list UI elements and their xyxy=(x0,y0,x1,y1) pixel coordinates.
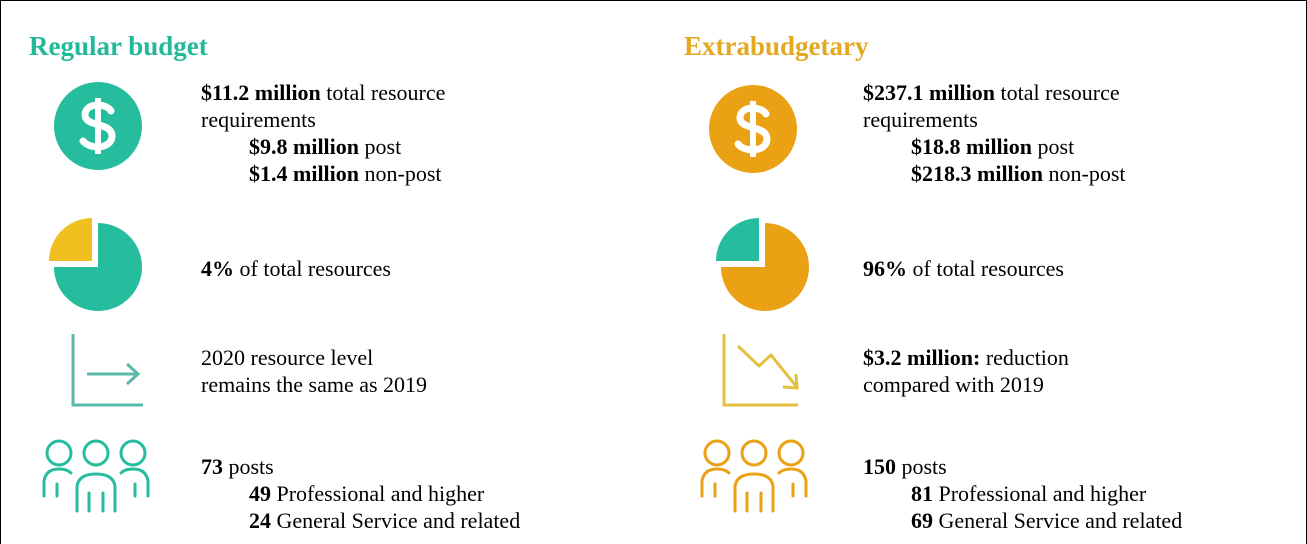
sub-line: $9.8 million post xyxy=(201,133,445,160)
sub-line: 24 General Service and related xyxy=(201,507,520,534)
line: 73 posts xyxy=(201,453,520,480)
sub-line: 49 Professional and higher xyxy=(201,480,520,507)
pie-icon xyxy=(716,218,809,311)
sub-line: $218.3 million non-post xyxy=(863,160,1126,187)
trend-icon xyxy=(722,334,799,407)
trend-icon xyxy=(71,334,143,407)
bold-text: $218.3 million xyxy=(911,161,1044,186)
sub-line: $1.4 million non-post xyxy=(201,160,445,187)
text: post xyxy=(364,134,402,159)
bold-text: 4% xyxy=(201,256,234,281)
bold-text: $9.8 million xyxy=(249,134,360,159)
bold-text: 24 xyxy=(249,508,271,533)
line: $11.2 million total resource xyxy=(201,79,445,106)
item: $11.2 million total resource requirements $… xyxy=(201,79,445,187)
text: General Service and related xyxy=(276,508,521,533)
line: remains the same as 2019 xyxy=(201,371,427,398)
dollar-icon xyxy=(709,85,797,173)
item: 150 posts 81 Professional and higher 69 Gener… xyxy=(863,453,1182,534)
line: compared with 2019 xyxy=(863,371,1069,398)
text: Professional and higher xyxy=(938,481,1147,506)
bold-text: 69 xyxy=(911,508,933,533)
bold-text: $18.8 million xyxy=(911,134,1033,159)
item: 73 posts 49 Professional and higher 24 Genera… xyxy=(201,453,520,534)
sub-line: 69 General Service and related xyxy=(863,507,1182,534)
text: remains the same as 2019 xyxy=(201,372,428,397)
sub-line: 81 Professional and higher xyxy=(863,480,1182,507)
column-title: Regular budget xyxy=(29,31,208,61)
line: requirements xyxy=(863,106,1126,133)
text: of total resources xyxy=(912,256,1065,281)
text: compared with 2019 xyxy=(863,372,1044,397)
bold-text: 73 xyxy=(201,454,223,479)
bold-text: $237.1 million xyxy=(863,80,996,105)
text: of total resources xyxy=(239,256,392,281)
bold-text: 150 xyxy=(863,454,896,479)
sub-line: $18.8 million post xyxy=(863,133,1126,160)
text: posts xyxy=(228,454,274,479)
bold-text: 49 xyxy=(249,481,271,506)
text: total resource xyxy=(1000,80,1120,105)
line: $237.1 million total resource xyxy=(863,79,1126,106)
text: requirements xyxy=(201,107,316,132)
pie-icon xyxy=(49,218,142,311)
text: total resource xyxy=(326,80,446,105)
item: 4% of total resources xyxy=(201,255,391,282)
bold-text: $1.4 million xyxy=(249,161,360,186)
bold-text: 96% xyxy=(863,256,907,281)
item: 96% of total resources xyxy=(863,255,1064,282)
bold-text: $3.2 million: xyxy=(863,345,981,370)
dollar-icon xyxy=(54,82,142,170)
line: $3.2 million: reduction xyxy=(863,344,1069,371)
people-icon xyxy=(42,439,150,513)
item: $3.2 million: reduction compared with 2019 xyxy=(863,344,1069,398)
line: requirements xyxy=(201,106,445,133)
text: General Service and related xyxy=(938,508,1183,533)
text: non-post xyxy=(1048,161,1126,186)
text: post xyxy=(1037,134,1075,159)
text: 2020 resource level xyxy=(201,345,374,370)
text: reduction xyxy=(985,345,1069,370)
line: 96% of total resources xyxy=(863,255,1064,282)
people-icon xyxy=(700,439,808,513)
item: $237.1 million total resource requirements… xyxy=(863,79,1126,187)
text: requirements xyxy=(863,107,978,132)
column-title: Extrabudgetary xyxy=(684,31,869,61)
text: posts xyxy=(901,454,947,479)
bold-text: 81 xyxy=(911,481,933,506)
item: 2020 resource level remains the same as 2… xyxy=(201,344,427,398)
text: non-post xyxy=(364,161,442,186)
line: 4% of total resources xyxy=(201,255,391,282)
text: Professional and higher xyxy=(276,481,485,506)
line: 150 posts xyxy=(863,453,1182,480)
bold-text: $11.2 million xyxy=(201,80,321,105)
line: 2020 resource level xyxy=(201,344,427,371)
